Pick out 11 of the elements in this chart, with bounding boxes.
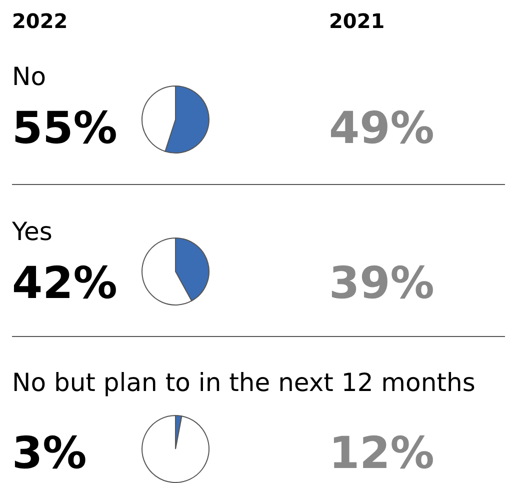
text: 2022 <box>12 9 68 33</box>
text: 42% <box>12 258 118 309</box>
text: 39% <box>329 258 434 309</box>
chart-title: Yes <box>11 217 52 246</box>
chart-title: No <box>12 62 46 91</box>
text: 12% <box>329 428 434 479</box>
text: 55% <box>12 103 118 154</box>
chart-title: No but plan to in the next 12 months <box>12 368 476 397</box>
text: 3% <box>12 428 87 479</box>
text: 2021 <box>329 9 385 33</box>
text: 49% <box>329 103 434 154</box>
